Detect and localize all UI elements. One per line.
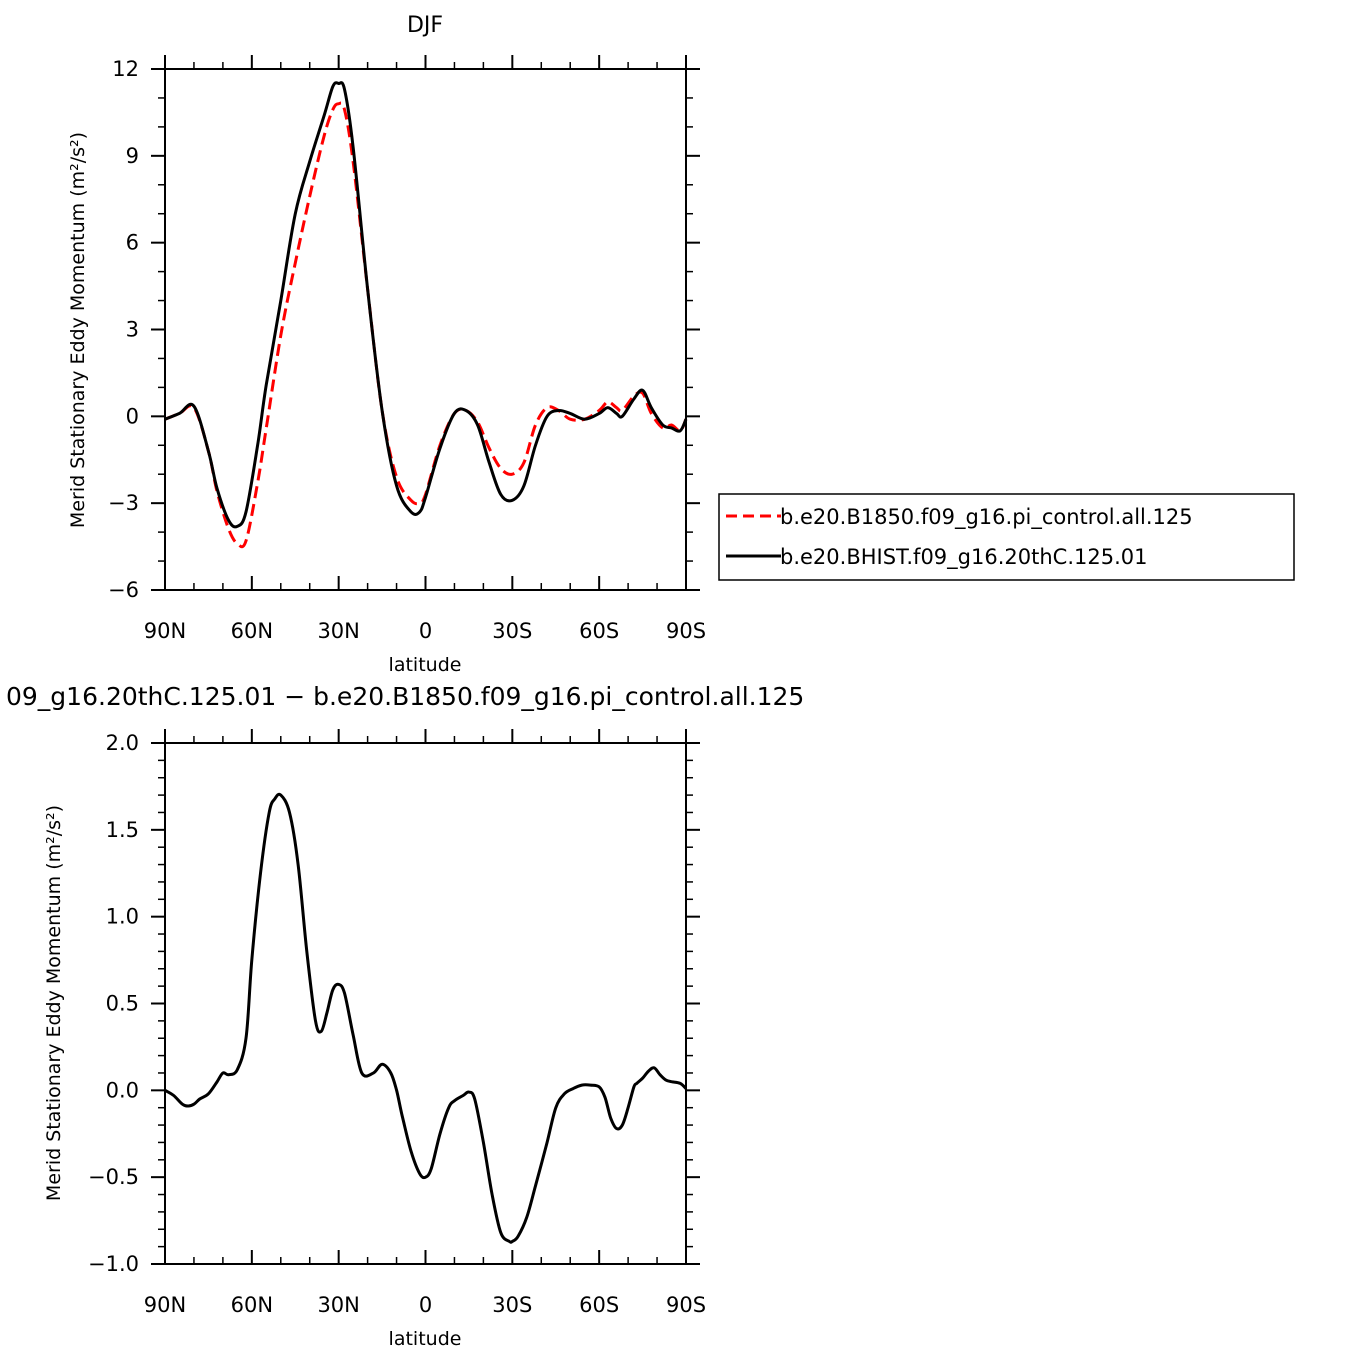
x-tick-label: 30S [492, 1293, 532, 1317]
x-tick-label: 60N [231, 1293, 273, 1317]
y-tick-label: 0.0 [106, 1078, 139, 1102]
series-line-2 [164, 81, 688, 529]
legend-box [718, 493, 1295, 581]
x-tick-label: 60S [579, 619, 619, 643]
x-tick-label: 90N [144, 1293, 186, 1317]
y-tick-label: −1.0 [88, 1252, 139, 1276]
x-tick-label: 90S [666, 619, 706, 643]
y-tick-label: 6 [126, 231, 139, 255]
y-tick-label: −6 [108, 578, 139, 602]
legend-label-1: b.e20.B1850.f09_g16.pi_control.all.125 [780, 505, 1193, 530]
chart-title: DJF [407, 13, 443, 38]
series-group [164, 81, 688, 549]
y-tick-label: 2.0 [106, 731, 139, 755]
chart-title: 09_g16.20thC.125.01 − b.e20.B1850.f09_g1… [6, 682, 804, 711]
y-tick-label: 0.5 [106, 992, 139, 1016]
y-tick-labels: −1.0 −0.5 0.0 0.5 1.0 1.5 2.0 [88, 731, 139, 1276]
y-tick-label: 9 [126, 144, 139, 168]
y-tick-label: −3 [108, 491, 139, 515]
plot-frame [164, 68, 687, 591]
axis-marks [151, 729, 700, 1265]
panel-difference: 09_g16.20thC.125.01 − b.e20.B1850.f09_g1… [6, 682, 804, 1350]
y-tick-label: 3 [126, 318, 139, 342]
y-tick-label: 1.5 [106, 818, 139, 842]
legend-label-2: b.e20.BHIST.f09_g16.20thC.125.01 [780, 545, 1147, 570]
x-tick-labels: 90N 60N 30N 0 30S 60S 90S [144, 619, 706, 643]
x-axis-label: latitude [389, 654, 462, 676]
y-axis-label: Merid Stationary Eddy Momentum (m²/s²) [67, 132, 89, 528]
y-axis-label: Merid Stationary Eddy Momentum (m²/s²) [43, 805, 65, 1201]
series-line-1 [164, 792, 688, 1244]
x-tick-label: 0 [419, 619, 432, 643]
panel-djf: DJF −6 −3 0 3 6 9 12 90N 60N 30N 0 30S 60S 90S latit… [67, 13, 1295, 676]
x-tick-label: 90N [144, 619, 186, 643]
y-tick-label: 0 [126, 404, 139, 428]
x-tick-label: 60N [231, 619, 273, 643]
x-axis-label: latitude [389, 1328, 462, 1350]
series-line-1 [164, 101, 688, 549]
x-tick-label: 0 [419, 1293, 432, 1317]
axis-marks [151, 55, 700, 591]
legend: b.e20.B1850.f09_g16.pi_control.all.125 b… [718, 493, 1295, 581]
series-group [164, 792, 688, 1244]
x-tick-label: 60S [579, 1293, 619, 1317]
y-tick-label: −0.5 [88, 1165, 139, 1189]
x-tick-label: 30N [317, 619, 359, 643]
y-tick-label: 1.0 [106, 905, 139, 929]
y-tick-labels: −6 −3 0 3 6 9 12 [108, 57, 139, 602]
plot-frame [164, 742, 687, 1265]
y-tick-label: 12 [112, 57, 139, 81]
x-tick-label: 30N [317, 1293, 359, 1317]
x-tick-label: 30S [492, 619, 532, 643]
x-tick-labels: 90N 60N 30N 0 30S 60S 90S [144, 1293, 706, 1317]
x-tick-label: 90S [666, 1293, 706, 1317]
